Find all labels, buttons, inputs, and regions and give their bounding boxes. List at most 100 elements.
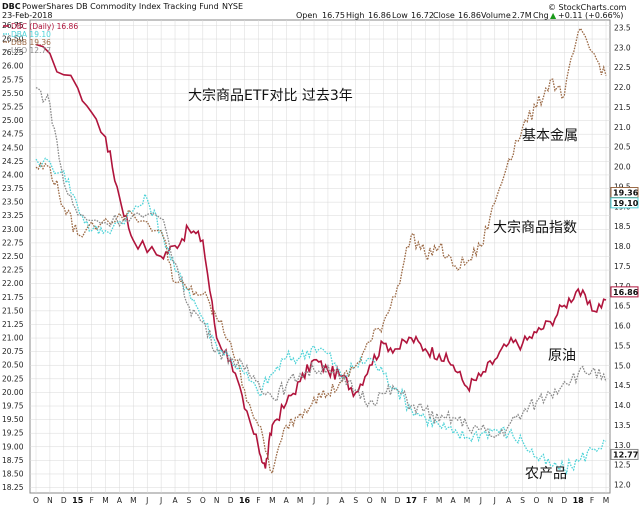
left-tick-label: 24.75 [2,130,24,139]
series-line-dba [35,157,607,476]
x-tick-label: 15 [72,496,84,505]
legend: DBC (Daily) 16.86 DBA 19.10 DBB 19.36 US… [3,22,78,55]
series-line-uso [35,87,607,439]
last-value-badge-box [610,448,639,460]
x-tick-label: D [61,496,67,505]
header-volume-value: 2.7M [512,11,532,20]
x-tick-label: J [159,496,162,505]
left-tick-label: 26.75 [2,21,24,30]
header-fund-name: PowerShares DB Commodity Index Tracking … [22,2,219,11]
left-tick-label: 25.75 [2,75,24,84]
x-tick-label: J [312,496,315,505]
legend-item-dbc: DBC (Daily) 16.86 [11,22,78,31]
x-tick-label: O [33,496,39,505]
annotation-base-metals: 基本金属 [522,127,578,144]
right-tick-label: 13.0 [614,441,631,450]
left-tick-label: 19.75 [2,402,24,411]
right-tick-label: 17.0 [614,282,631,291]
x-tick-label: M [603,496,609,505]
annotation-agriculture: 农产品 [525,466,567,482]
left-tick-label: 22.25 [2,266,24,275]
x-tick-label: A [172,496,178,505]
legend-item-uso: USO 12.77 [11,46,51,55]
right-tick-label: 22.5 [614,63,631,72]
last-value-badge: 19.36 [613,189,639,198]
left-tick-label: 19.25 [2,429,24,438]
x-tick-label: J [493,496,496,505]
right-tick-label: 18.0 [614,242,631,251]
annotation-commodity-index: 大宗商品指数 [493,220,577,236]
right-tick-label: 12.0 [614,481,631,490]
grid [30,20,610,493]
x-tick-label: J [145,496,148,505]
x-tick-label: F [89,496,93,505]
left-tick-label: 20.25 [2,374,24,383]
header-high-value: 16.86 [368,11,391,20]
series-line-dbb [35,27,607,475]
header-exchange: NYSE [222,2,243,11]
left-tick-label: 26.50 [2,35,24,44]
right-tick-label: 16.0 [614,322,631,331]
left-tick-label: 19.00 [2,442,24,451]
x-axis: O N D 15 F M A M J J A S O N D 16 F M A M J J A S O N D 17 F M A M J J A S O… [33,496,609,505]
left-tick-label: 23.25 [2,211,24,220]
x-tick-label: O [200,496,206,505]
x-tick-label: A [339,496,345,505]
x-tick-label: D [395,496,401,505]
x-tick-label: O [534,496,540,505]
left-tick-label: 26.00 [2,62,24,71]
right-tick-label: 15.0 [614,361,631,370]
x-tick-label: F [256,496,260,505]
left-tick-label: 24.50 [2,143,24,152]
header-close-value: 16.86 [458,11,481,20]
header-date: 23-Feb-2018 [2,11,52,20]
left-tick-label: 25.00 [2,116,24,125]
left-tick-label: 25.50 [2,89,24,98]
left-tick-label: 18.25 [2,483,24,492]
last-value-badges: 19.36 16.86 12.77 19.10 [610,187,639,460]
left-tick-label: 23.50 [2,198,24,207]
right-tick-label: 12.5 [614,461,631,470]
right-tick-label: 16.5 [614,302,631,311]
right-tick-label: 14.0 [614,401,631,410]
left-tick-label: 24.25 [2,157,24,166]
left-tick-label: 25.25 [2,102,24,111]
x-tick-label: J [479,496,482,505]
left-tick-label: 21.00 [2,334,24,343]
left-tick-label: 26.25 [2,48,24,57]
header-watermark: © StockCharts.com [548,3,627,12]
legend-item-dbb: DBB 19.36 [11,38,51,47]
right-tick-label: 20.5 [614,143,631,152]
left-axis: 26.75 26.50 26.25 26.00 25.75 25.50 25.25 25.00… [2,21,24,492]
x-tick-label: N [214,496,220,505]
x-tick-label: N [47,496,53,505]
right-tick-label: 19.5 [614,182,631,191]
right-tick-label: 22.0 [614,83,631,92]
series-lines [35,27,607,476]
last-value-badge-box [610,197,639,209]
header-chg-value: +0.11 (+0.66%) [558,11,623,20]
header-low-label: Low [392,11,408,20]
x-tick-label: 18 [573,496,585,505]
annotation-crude-oil: 原油 [548,348,576,364]
left-tick-label: 21.25 [2,320,24,329]
right-tick-label: 17.5 [614,262,631,271]
x-tick-label: 16 [239,496,251,505]
left-tick-label: 22.00 [2,279,24,288]
right-tick-label: 21.5 [614,103,631,112]
right-tick-label: 14.5 [614,381,631,390]
right-tick-label: 13.5 [614,421,631,430]
x-tick-label: M [436,496,442,505]
x-tick-label: D [561,496,567,505]
x-tick-label: A [117,496,123,505]
header-low-value: 16.72 [411,11,434,20]
x-tick-label: A [506,496,512,505]
x-tick-label: N [548,496,554,505]
header-high-label: High [346,11,364,20]
x-tick-label: M [269,496,275,505]
x-tick-label: F [423,496,427,505]
left-tick-label: 19.50 [2,415,24,424]
last-value-badge-box [610,286,639,298]
right-tick-label: 15.5 [614,341,631,350]
